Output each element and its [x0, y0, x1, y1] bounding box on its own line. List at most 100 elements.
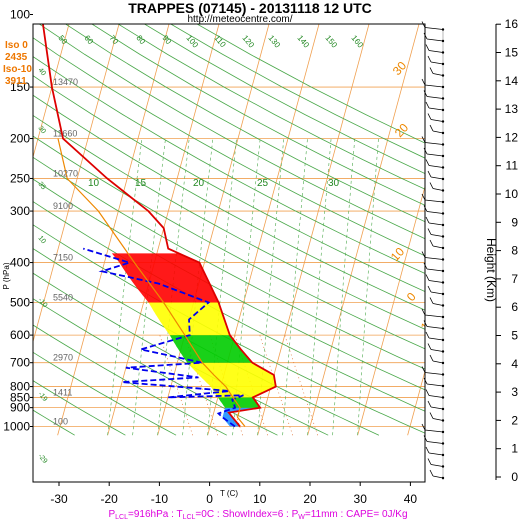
wind-barb-feather: [430, 298, 433, 304]
pressure-tick-label: 500: [10, 295, 30, 309]
wind-barb-feather: [426, 390, 429, 396]
wind-barb: [431, 407, 443, 409]
height-tick-label: 14: [505, 74, 519, 88]
wind-barb: [433, 361, 443, 363]
pressure-tick-label: 250: [10, 171, 30, 185]
wind-barb: [433, 189, 443, 191]
wind-barb: [427, 154, 443, 156]
wind-barb-feather: [428, 401, 431, 407]
wind-barb: [427, 442, 443, 444]
wind-barb-feather: [430, 413, 433, 419]
wind-barb-feather: [430, 470, 433, 476]
wind-barb-feather: [430, 125, 433, 131]
temperature-tick-label: 10: [253, 492, 267, 506]
wind-barb: [425, 315, 443, 317]
wind-barb: [433, 74, 443, 76]
height-tick-label: 11: [506, 159, 519, 173]
wind-barb: [431, 292, 443, 294]
wind-barb-feather: [430, 355, 433, 361]
wind-barb-feather: [428, 171, 431, 177]
pressure-tick-label: 100: [10, 8, 30, 22]
geopotential-height-label: 10270: [53, 168, 78, 178]
wind-barb-feather: [430, 183, 433, 189]
height-tick-label: 13: [505, 102, 519, 116]
height-tick-label: 4: [511, 357, 518, 371]
temperature-tick-label: 40: [404, 492, 418, 506]
geopotential-height-label: 13470: [53, 77, 78, 87]
geopotential-height-label: 1411: [53, 387, 72, 397]
pressure-tick-label: 200: [10, 132, 30, 146]
x-axis-label: T (C): [220, 489, 238, 498]
wind-barb-feather: [426, 447, 429, 453]
wind-barb-feather: [426, 332, 429, 338]
height-tick-label: 6: [511, 300, 518, 314]
wind-barb: [425, 430, 443, 432]
mixing-ratio-label: 25: [257, 178, 269, 189]
wind-barb: [425, 85, 443, 87]
wind-barb: [429, 396, 443, 398]
wind-barb: [425, 28, 443, 30]
mixing-ratio-label: 20: [193, 178, 205, 189]
wind-barb: [431, 350, 443, 352]
wind-barb: [433, 131, 443, 133]
temperature-tick-label: 30: [354, 492, 368, 506]
wind-barb: [429, 51, 443, 53]
wind-barb: [429, 108, 443, 110]
temperature-tick-label: 20: [303, 492, 317, 506]
wind-barb: [427, 327, 443, 329]
geopotential-height-label: 7150: [53, 253, 73, 263]
temperature-tick-label: -20: [101, 492, 119, 506]
geopotential-height-label: 11660: [53, 129, 77, 139]
wind-barb-feather: [428, 344, 431, 350]
wind-barb: [431, 235, 443, 237]
wind-barb-feather: [426, 275, 429, 281]
wind-barb: [433, 246, 443, 248]
wind-barb-feather: [428, 459, 431, 465]
wind-barb: [427, 97, 443, 99]
height-tick-label: 1: [511, 442, 518, 456]
wind-barb: [425, 143, 443, 145]
mixing-ratio-label: 10: [88, 178, 100, 189]
wind-barb-feather: [426, 217, 429, 223]
mixing-ratio-label: 30: [328, 178, 340, 189]
temperature-tick-label: 0: [206, 492, 213, 506]
theta-label: -39: [36, 499, 48, 511]
wind-barb: [431, 62, 443, 64]
isotherm-label: 30: [452, 348, 472, 368]
footer-indices: PLCL=916hPa : TLCL=0C : ShowIndex=6 : PW…: [108, 509, 407, 521]
height-tick-label: 10: [505, 187, 519, 201]
pressure-tick-label: 400: [10, 256, 30, 270]
height-tick-label: 5: [511, 329, 518, 343]
wind-barb: [425, 373, 443, 375]
wind-barb: [427, 39, 443, 41]
iso0-value: 2435: [5, 52, 28, 63]
chart-subtitle: http://meteocentre.com/: [187, 14, 292, 25]
pressure-tick-label: 700: [10, 356, 30, 370]
geopotential-height-label: 5540: [53, 292, 73, 302]
iso10-label: Iso-10: [3, 64, 32, 75]
wind-barb-feather: [428, 114, 431, 120]
wind-barb: [433, 476, 443, 478]
wind-barb-feather: [426, 45, 429, 51]
iso0-label: Iso 0: [5, 40, 28, 51]
wind-barb: [429, 453, 443, 455]
wind-barb: [429, 223, 443, 225]
wind-barb: [427, 212, 443, 214]
wind-barb: [433, 304, 443, 306]
geopotential-height-label: 9100: [53, 201, 73, 211]
iso10-value: 3911: [5, 76, 27, 87]
temperature-tick-label: -30: [50, 492, 68, 506]
wind-barb: [433, 419, 443, 421]
y-axis-label: P (hPa): [2, 262, 11, 289]
height-tick-label: 12: [505, 130, 519, 144]
wind-barb-feather: [430, 240, 433, 246]
pressure-tick-label: 900: [10, 401, 30, 415]
geopotential-height-label: 2970: [53, 353, 73, 363]
wind-barb-feather: [430, 68, 433, 74]
height-tick-label: 0: [511, 470, 518, 484]
height-tick-label: 8: [511, 244, 518, 258]
wind-barb: [431, 465, 443, 467]
height-tick-label: 2: [511, 413, 518, 427]
height-tick-label: 7: [511, 272, 518, 286]
